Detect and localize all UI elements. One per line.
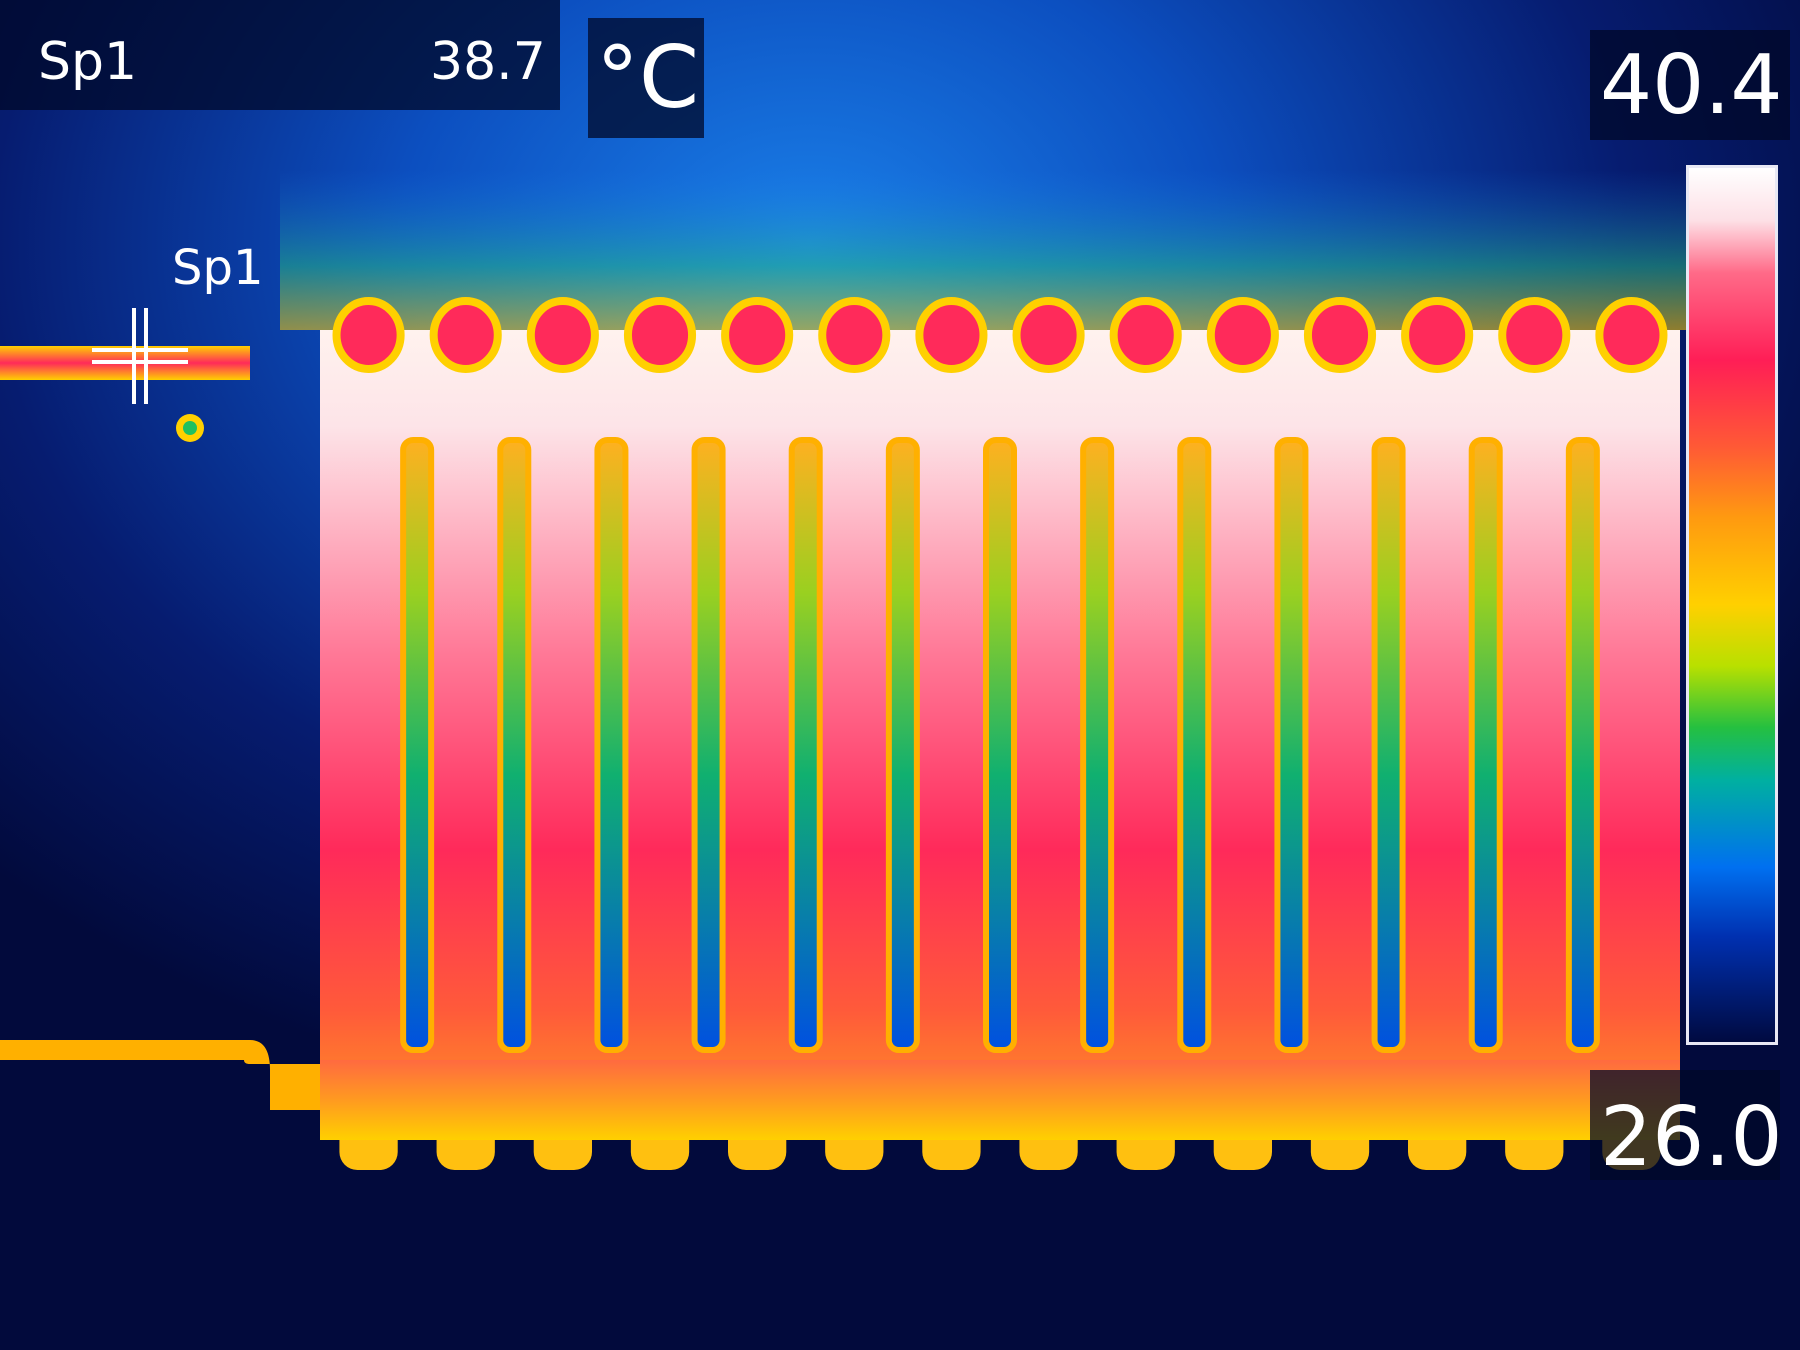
marker-label: Sp1 (172, 240, 264, 296)
spot-label: Sp1 (38, 32, 138, 92)
radiator-top-bump (721, 297, 794, 373)
color-scale-bar (1686, 165, 1778, 1045)
radiator-fin-gap (594, 437, 629, 1053)
radiator-fin-gap (691, 437, 726, 1053)
radiator-top-bump (526, 297, 599, 373)
radiator-top-bump (1303, 297, 1377, 373)
radiator-fin-gap (1565, 437, 1600, 1053)
temperature-unit: °C (596, 28, 700, 128)
radiator-top-bump (429, 297, 502, 373)
radiator-fin-gap (788, 437, 823, 1053)
radiator-bottom-header (320, 1060, 1680, 1140)
radiator-fin-gap (1274, 437, 1309, 1053)
scale-min-value: 26.0 (1600, 1090, 1783, 1185)
radiator-fin-gap (1080, 437, 1115, 1053)
radiator-top-bump (1206, 297, 1279, 373)
radiator-top-bump (1498, 297, 1571, 373)
radiator-fin-gap (400, 437, 435, 1053)
radiator-fin-gap (497, 437, 532, 1053)
radiator-fin-gap (1371, 437, 1406, 1053)
radiator-fin-gap (983, 437, 1017, 1053)
radiator-fin-gap (1177, 437, 1212, 1053)
radiator-top-bump (1109, 297, 1182, 373)
radiator-top-bump (623, 297, 697, 373)
radiator-top-bump (1401, 297, 1474, 373)
radiator-fin-gap (1468, 437, 1503, 1053)
crosshair-icon[interactable] (92, 308, 188, 404)
scale-max-value: 40.4 (1600, 38, 1783, 133)
spot-temperature-value: 38.7 (430, 32, 546, 92)
radiator-top-bump (915, 297, 988, 373)
radiator-fin-gap (885, 437, 920, 1053)
radiator-top-bump (332, 297, 405, 373)
radiator-top-bump (1012, 297, 1085, 373)
radiator-top-bump (1595, 297, 1668, 373)
radiator-top-bump (818, 297, 891, 373)
